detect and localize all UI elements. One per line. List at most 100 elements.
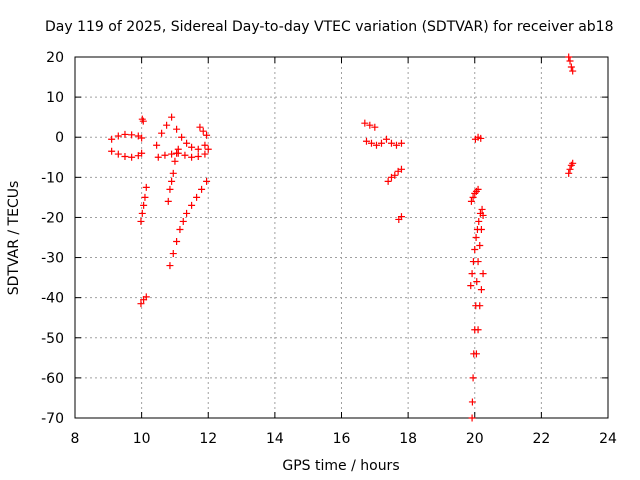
data-point — [392, 141, 400, 149]
y-tick-label: 10 — [46, 90, 64, 106]
y-tick-label: -30 — [41, 251, 64, 267]
data-point — [188, 153, 196, 161]
data-point — [361, 119, 369, 127]
data-point — [114, 132, 122, 140]
data-point — [473, 278, 481, 286]
data-point — [138, 209, 146, 217]
series-arc-09-lower — [108, 147, 146, 161]
data-point — [478, 205, 486, 213]
data-point — [183, 209, 191, 217]
data-point — [168, 150, 176, 158]
data-point — [174, 145, 182, 153]
series-arc-176 — [384, 165, 405, 185]
data-point — [397, 139, 405, 147]
series-arc-198 — [467, 185, 482, 205]
y-tick-label: 20 — [46, 50, 64, 66]
data-point — [203, 177, 211, 185]
data-point — [142, 183, 150, 191]
data-point — [371, 123, 379, 131]
data-point — [176, 225, 184, 233]
axis-ticks — [74, 56, 609, 419]
data-point — [367, 139, 375, 147]
chart-title: Day 119 of 2025, Sidereal Day-to-day VTE… — [45, 19, 614, 35]
data-point — [108, 147, 116, 155]
data-point — [472, 234, 480, 241]
data-point — [179, 217, 187, 225]
data-point — [198, 185, 206, 193]
series-arc-178-point — [395, 213, 405, 223]
data-point — [201, 150, 209, 158]
data-marks — [108, 53, 577, 422]
series-arc-10-low — [137, 293, 150, 308]
data-point — [164, 197, 172, 205]
data-point — [188, 143, 196, 151]
data-point — [168, 177, 176, 185]
series-arc-168-lower — [362, 135, 405, 149]
data-point — [476, 302, 484, 310]
data-point — [108, 135, 116, 143]
data-point — [479, 270, 487, 278]
series-arc-10-mid — [137, 183, 150, 225]
data-point — [173, 149, 181, 157]
data-point — [137, 217, 145, 225]
data-point — [171, 157, 179, 165]
data-point — [114, 150, 122, 158]
grid — [75, 57, 608, 418]
data-point — [128, 153, 136, 161]
data-point — [183, 139, 191, 147]
data-point — [188, 201, 196, 209]
data-point — [140, 201, 148, 209]
data-point — [467, 197, 475, 205]
data-point — [569, 159, 577, 167]
data-point — [199, 127, 207, 135]
data-point — [474, 326, 482, 334]
data-point — [194, 145, 202, 153]
data-point — [397, 165, 405, 173]
data-point — [161, 151, 169, 159]
y-tick-label: 0 — [55, 130, 64, 146]
data-point — [467, 282, 475, 290]
data-point — [469, 258, 477, 266]
data-point — [166, 185, 174, 193]
data-point — [566, 57, 574, 65]
data-point — [473, 225, 481, 233]
data-point — [169, 169, 177, 177]
series-arc-200-top — [471, 133, 485, 143]
data-point — [141, 193, 149, 201]
data-point — [194, 152, 202, 160]
data-point — [166, 262, 174, 270]
series-arc-105-upper — [153, 113, 209, 153]
series-arc-11-late — [196, 123, 211, 139]
data-point — [472, 350, 480, 358]
data-point — [382, 135, 390, 143]
data-point — [204, 145, 212, 153]
x-tick-label: 8 — [71, 431, 80, 447]
data-point — [471, 246, 479, 254]
data-point — [469, 193, 477, 201]
data-point — [158, 129, 166, 137]
y-tick-labels: 20 10 0 -10 -20 -30 -40 -50 -60 -70 — [41, 50, 64, 427]
data-point — [181, 151, 189, 159]
series-arc-228-top — [565, 53, 577, 75]
series-arc-199-left — [467, 205, 486, 290]
data-point — [387, 139, 395, 147]
data-point — [142, 293, 150, 301]
data-point — [196, 123, 204, 131]
data-point — [475, 217, 483, 225]
data-point — [566, 165, 574, 173]
series-arc-09-upper — [108, 130, 146, 143]
data-point — [569, 67, 577, 75]
data-point — [377, 139, 385, 147]
data-point — [477, 286, 485, 294]
series-arc-168-upper — [361, 119, 379, 131]
series-arc-199-deep — [468, 211, 487, 422]
data-point — [565, 53, 573, 61]
data-point — [476, 209, 484, 217]
data-point — [139, 117, 147, 125]
series-arc-108-descent — [164, 145, 182, 205]
data-point — [137, 300, 145, 308]
y-tick-label: -20 — [41, 210, 64, 226]
x-tick-label: 20 — [466, 431, 484, 447]
series-arc-105-lower — [154, 145, 212, 161]
data-point — [173, 125, 181, 133]
